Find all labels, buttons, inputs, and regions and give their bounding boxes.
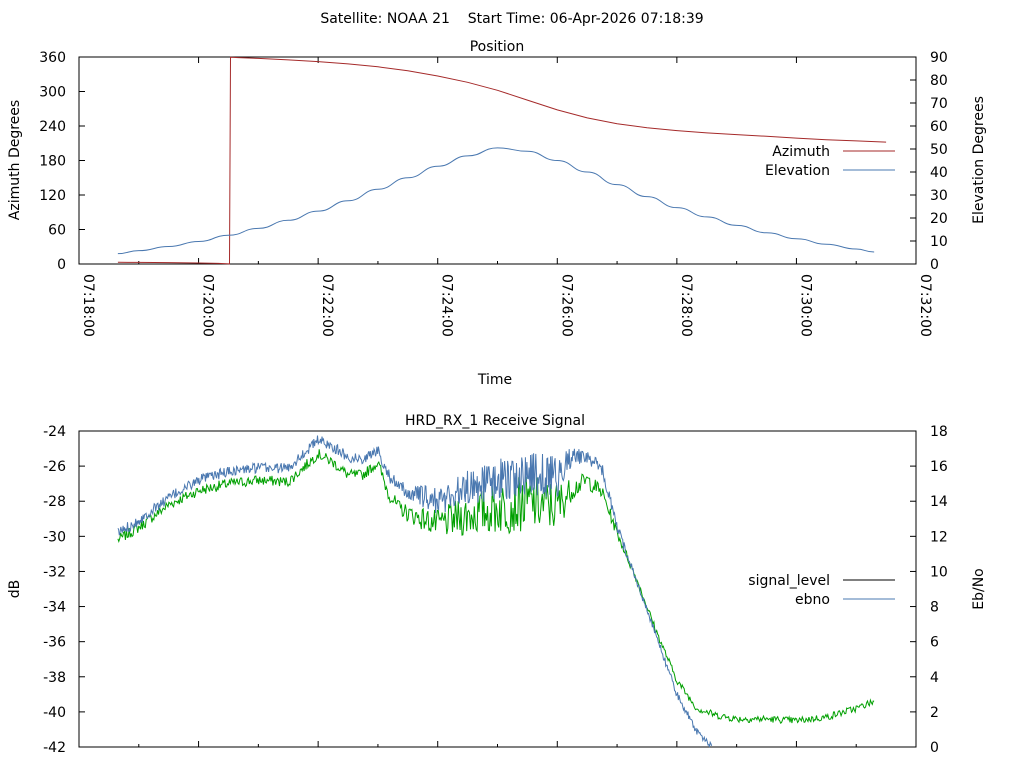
position-y2-tick-label-7: 70 bbox=[930, 96, 948, 112]
signal-y2-tick-label-7: 14 bbox=[930, 494, 948, 510]
position-y2-tick-label-4: 40 bbox=[930, 165, 948, 181]
position-y-tick-label-6: 360 bbox=[39, 50, 66, 66]
position-y2-tick-label-8: 80 bbox=[930, 73, 948, 89]
position-x-tick-label-7: 07:32:00 bbox=[917, 274, 933, 337]
signal-y2-tick-label-8: 16 bbox=[930, 459, 948, 475]
position-y-tick-label-3: 180 bbox=[39, 154, 66, 170]
position-y2-axis-label: Elevation Degrees bbox=[971, 96, 987, 224]
position-x-tick-label-0: 07:18:00 bbox=[80, 274, 96, 337]
position-x-tick-label-5: 07:28:00 bbox=[678, 274, 694, 337]
position-legend: Azimuth Elevation bbox=[765, 144, 895, 179]
elevation-series-line bbox=[117, 147, 875, 255]
signal-y-tick-label-2: -28 bbox=[43, 494, 66, 510]
position-y-tick-label-2: 120 bbox=[39, 188, 66, 204]
position-x-axis-label: Time bbox=[477, 372, 512, 388]
signal-y2-tick-label-3: 6 bbox=[930, 635, 939, 651]
position-x-tick-label-2: 07:22:00 bbox=[319, 274, 335, 337]
signal-y2-tick-label-0: 0 bbox=[930, 740, 939, 756]
signal-chart: HRD_RX_1 Receive Signal -24 -26 -28 -30 -32 -… bbox=[7, 413, 987, 756]
azimuth-series-line bbox=[117, 56, 887, 265]
signal-y2-tick-label-4: 8 bbox=[930, 600, 939, 616]
position-legend-label-azimuth: Azimuth bbox=[772, 144, 830, 160]
position-chart-title: Position bbox=[470, 39, 525, 55]
signal-y-tick-label-4: -32 bbox=[43, 564, 66, 580]
signal-legend: signal_level ebno bbox=[748, 573, 895, 608]
position-y2-tick-label-1: 10 bbox=[930, 234, 948, 250]
signal-chart-title: HRD_RX_1 Receive Signal bbox=[405, 413, 585, 429]
position-y2-tick-label-9: 90 bbox=[930, 50, 948, 66]
position-x-tick-label-6: 07:30:00 bbox=[797, 274, 813, 337]
position-legend-label-elevation: Elevation bbox=[765, 163, 830, 179]
position-x-tick-label-1: 07:20:00 bbox=[200, 274, 216, 337]
signal-y-tick-label-8: -40 bbox=[43, 705, 66, 721]
signal-legend-label-signal-level: signal_level bbox=[748, 573, 830, 589]
signal-y-tick-label-5: -34 bbox=[43, 600, 66, 616]
signal-y-tick-label-0: -24 bbox=[43, 424, 66, 440]
figure-title: Satellite: NOAA 21 Start Time: 06-Apr-20… bbox=[320, 11, 703, 27]
signal-y-axis-label: dB bbox=[7, 580, 23, 599]
position-y2-tick-label-3: 30 bbox=[930, 188, 948, 204]
signal-y2-tick-label-5: 10 bbox=[930, 564, 948, 580]
position-chart: Position 07:18:00 07:20:00 07:22:00 07:24:0… bbox=[7, 39, 987, 388]
signal-y-tick-label-7: -38 bbox=[43, 670, 66, 686]
position-x-tick-label-3: 07:24:00 bbox=[439, 274, 455, 337]
signal-y-tick-label-9: -42 bbox=[43, 740, 66, 756]
position-y-tick-label-0: 0 bbox=[57, 257, 66, 273]
position-x-tick-label-4: 07:26:00 bbox=[558, 274, 574, 337]
position-y-axis-label: Azimuth Degrees bbox=[7, 100, 23, 220]
position-y2-tick-label-6: 60 bbox=[930, 119, 948, 135]
position-plot-frame bbox=[78, 56, 917, 265]
signal-y2-tick-label-2: 4 bbox=[930, 670, 939, 686]
position-y2-tick-label-0: 0 bbox=[930, 257, 939, 273]
signal-y2-tick-label-6: 12 bbox=[930, 529, 948, 545]
signal-y-tick-label-3: -30 bbox=[43, 529, 66, 545]
signal-legend-label-ebno: ebno bbox=[795, 592, 830, 608]
position-y2-tick-label-2: 20 bbox=[930, 211, 948, 227]
signal-y-tick-label-1: -26 bbox=[43, 459, 66, 475]
position-y-tick-label-4: 240 bbox=[39, 119, 66, 135]
signal-level-series-line bbox=[117, 449, 875, 724]
signal-y-tick-label-6: -36 bbox=[43, 635, 66, 651]
signal-y2-tick-label-1: 2 bbox=[930, 705, 939, 721]
ebno-series-line bbox=[117, 435, 713, 748]
position-y-tick-label-1: 60 bbox=[48, 223, 66, 239]
signal-y2-axis-label: Eb/No bbox=[971, 568, 987, 610]
position-y2-tick-label-5: 50 bbox=[930, 142, 948, 158]
position-y-tick-label-5: 300 bbox=[39, 85, 66, 101]
signal-y2-tick-label-9: 18 bbox=[930, 424, 948, 440]
